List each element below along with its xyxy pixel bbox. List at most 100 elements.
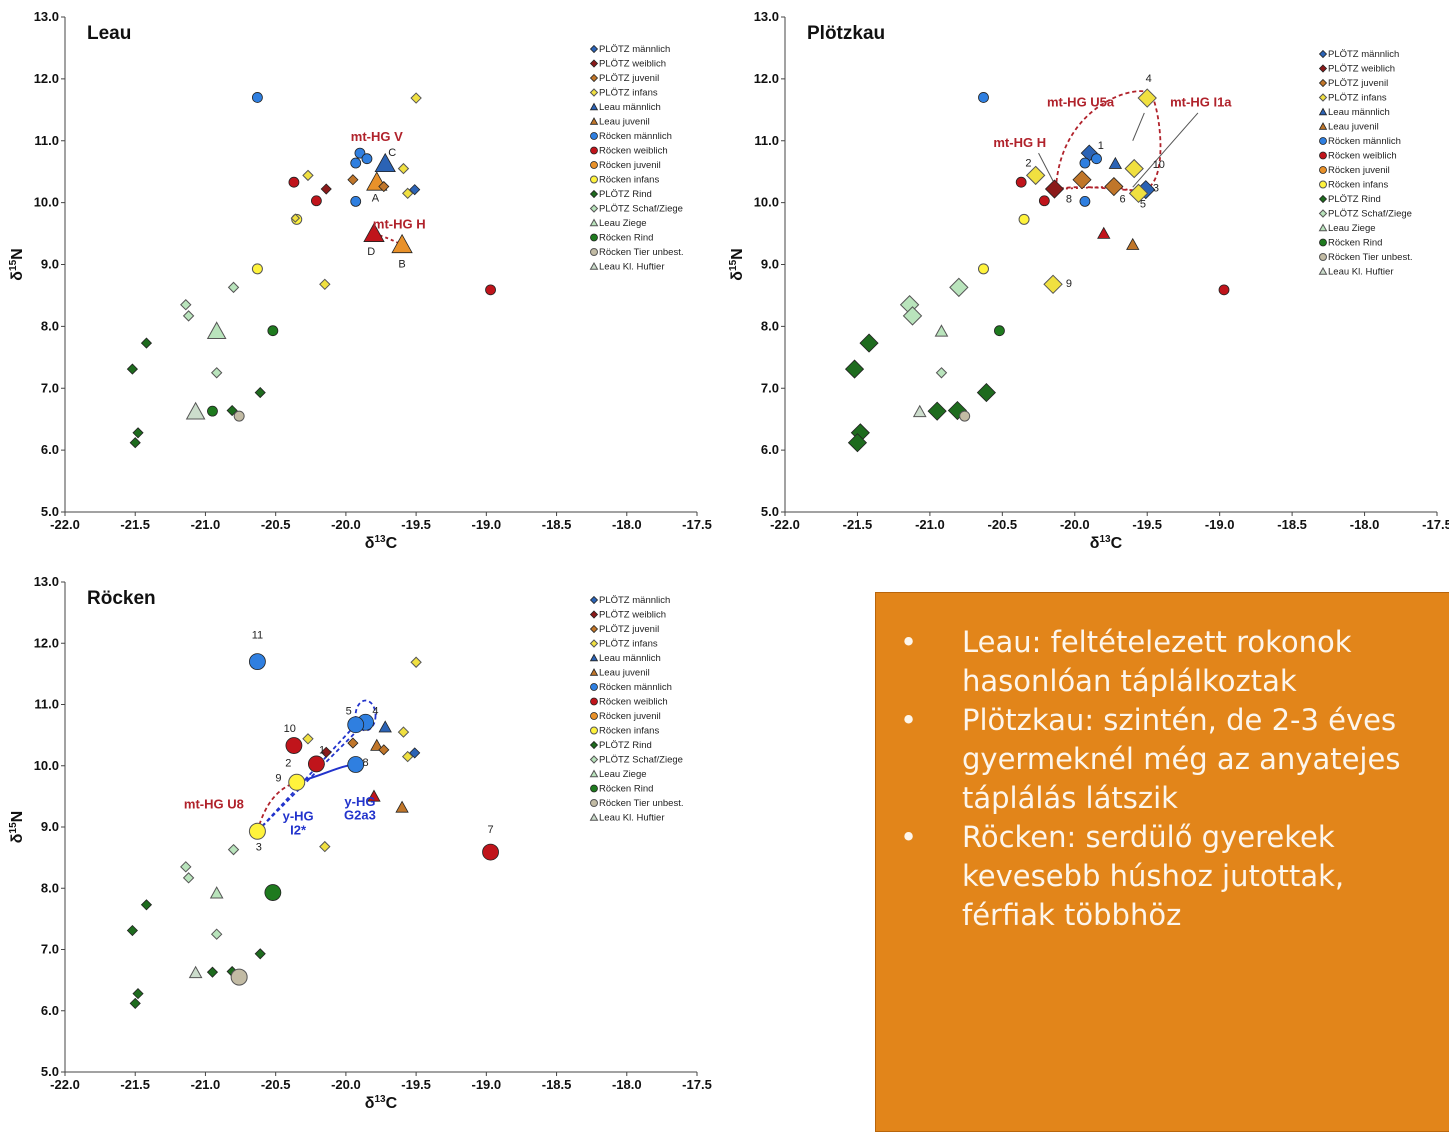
data-point <box>1108 156 1123 169</box>
data-point <box>254 948 266 960</box>
data-point <box>1091 153 1102 165</box>
data-point <box>1072 170 1092 190</box>
data-point <box>126 363 138 375</box>
x-axis-label: δ13C <box>365 534 398 552</box>
data-point <box>206 321 227 340</box>
data-point <box>589 595 599 605</box>
point-label: mt-HG H <box>993 135 1046 150</box>
x-tick-label: -19.0 <box>1205 517 1235 532</box>
point-label: mt-HG V <box>351 129 403 144</box>
data-point <box>589 740 599 750</box>
x-tick-label: -18.5 <box>542 517 572 532</box>
x-tick-label: -22.0 <box>770 517 800 532</box>
x-tick-label: -22.0 <box>50 517 80 532</box>
data-point <box>252 92 263 103</box>
data-point <box>589 769 599 778</box>
data-point <box>1124 158 1144 179</box>
data-point <box>949 277 969 298</box>
x-tick-label: -19.5 <box>401 517 431 532</box>
data-point <box>285 737 303 754</box>
data-point <box>248 822 266 840</box>
legend-marker <box>1319 166 1327 174</box>
x-tick-label: -19.5 <box>401 1077 431 1092</box>
data-point <box>934 324 949 337</box>
legend-marker <box>1318 107 1328 116</box>
data-point <box>1128 183 1149 204</box>
data-point <box>126 924 138 937</box>
data-point <box>589 668 599 676</box>
data-point <box>589 88 599 97</box>
data-point <box>397 162 410 175</box>
legend-label: Röcken Rind <box>599 784 653 795</box>
data-point <box>927 401 947 421</box>
y-tick-label: 7.0 <box>41 942 59 957</box>
y-tick-label: 6.0 <box>761 442 779 457</box>
x-tick-label: -18.5 <box>542 1077 572 1092</box>
legend-label: PLÖTZ Schaf/Ziege <box>1328 209 1412 220</box>
data-point <box>347 174 359 186</box>
y-tick-label: 8.0 <box>41 318 59 333</box>
y-tick-label: 5.0 <box>41 504 59 519</box>
y-tick-label: 13.0 <box>34 574 59 589</box>
point-label: D <box>367 246 375 258</box>
data-point <box>978 92 989 103</box>
data-point <box>590 784 598 793</box>
data-point <box>320 183 332 195</box>
data-point <box>589 624 599 634</box>
data-point <box>1126 237 1140 250</box>
leader-line <box>1038 152 1054 182</box>
leader-line <box>1132 112 1145 141</box>
legend-label: PLÖTZ infans <box>1328 93 1387 104</box>
y-tick-label: 8.0 <box>761 318 779 333</box>
legend-label: Leau Kl. Huftier <box>599 813 664 824</box>
legend-marker <box>1318 209 1328 218</box>
data-point <box>410 92 422 104</box>
legend-label: PLÖTZ männlich <box>1328 49 1399 60</box>
data-point <box>397 726 410 738</box>
legend-label: PLÖTZ männlich <box>599 44 670 55</box>
legend-marker <box>1318 64 1328 73</box>
y-tick-label: 12.0 <box>34 71 59 86</box>
legend-marker <box>1318 122 1328 130</box>
legend-label: Röcken Tier unbest. <box>1328 252 1413 263</box>
point-label: mt-HG U8 <box>184 797 244 812</box>
haplogroup-link <box>296 763 356 784</box>
point-label: A <box>372 192 380 204</box>
data-point <box>590 248 598 256</box>
data-point <box>230 968 248 986</box>
data-point <box>140 899 153 911</box>
data-point <box>590 726 598 735</box>
data-point <box>347 756 365 773</box>
data-point <box>132 427 144 439</box>
legend-label: Leau Ziege <box>599 769 647 780</box>
data-point <box>1018 213 1030 225</box>
bullet-symbol: • <box>900 820 918 854</box>
legend-label: PLÖTZ juvenil <box>599 624 659 635</box>
data-point <box>590 146 598 155</box>
point-label: I2* <box>290 822 307 837</box>
legend-marker <box>1319 151 1327 160</box>
x-tick-label: -21.0 <box>191 517 221 532</box>
point-label: 10 <box>284 723 296 735</box>
data-point <box>347 716 365 734</box>
point-label: 8 <box>1066 194 1072 206</box>
chart-leau: 5.0 6.0 7.0 8.0 9.0 10.0 11.0 12.0 13.0 -22.0 -21.… <box>8 9 712 552</box>
data-point <box>307 755 325 773</box>
point-label: 9 <box>275 773 281 785</box>
point-label: B <box>398 259 405 271</box>
data-point <box>1079 195 1091 207</box>
y-tick-label: 11.0 <box>34 697 59 712</box>
point-label: 2 <box>285 757 291 769</box>
data-point <box>378 720 392 733</box>
data-point <box>1079 157 1091 169</box>
legend-label: Röcken infans <box>599 726 659 737</box>
data-point <box>589 44 599 54</box>
legend-label: Leau juvenil <box>599 668 650 679</box>
data-point <box>249 653 266 671</box>
data-point <box>354 147 366 159</box>
data-point <box>590 799 598 807</box>
data-point <box>129 437 141 449</box>
point-label: 1 <box>319 745 325 757</box>
data-point <box>976 383 996 403</box>
summary-item: • Plötzkau: szintén, de 2-3 éves gyermekn… <box>876 701 1449 818</box>
